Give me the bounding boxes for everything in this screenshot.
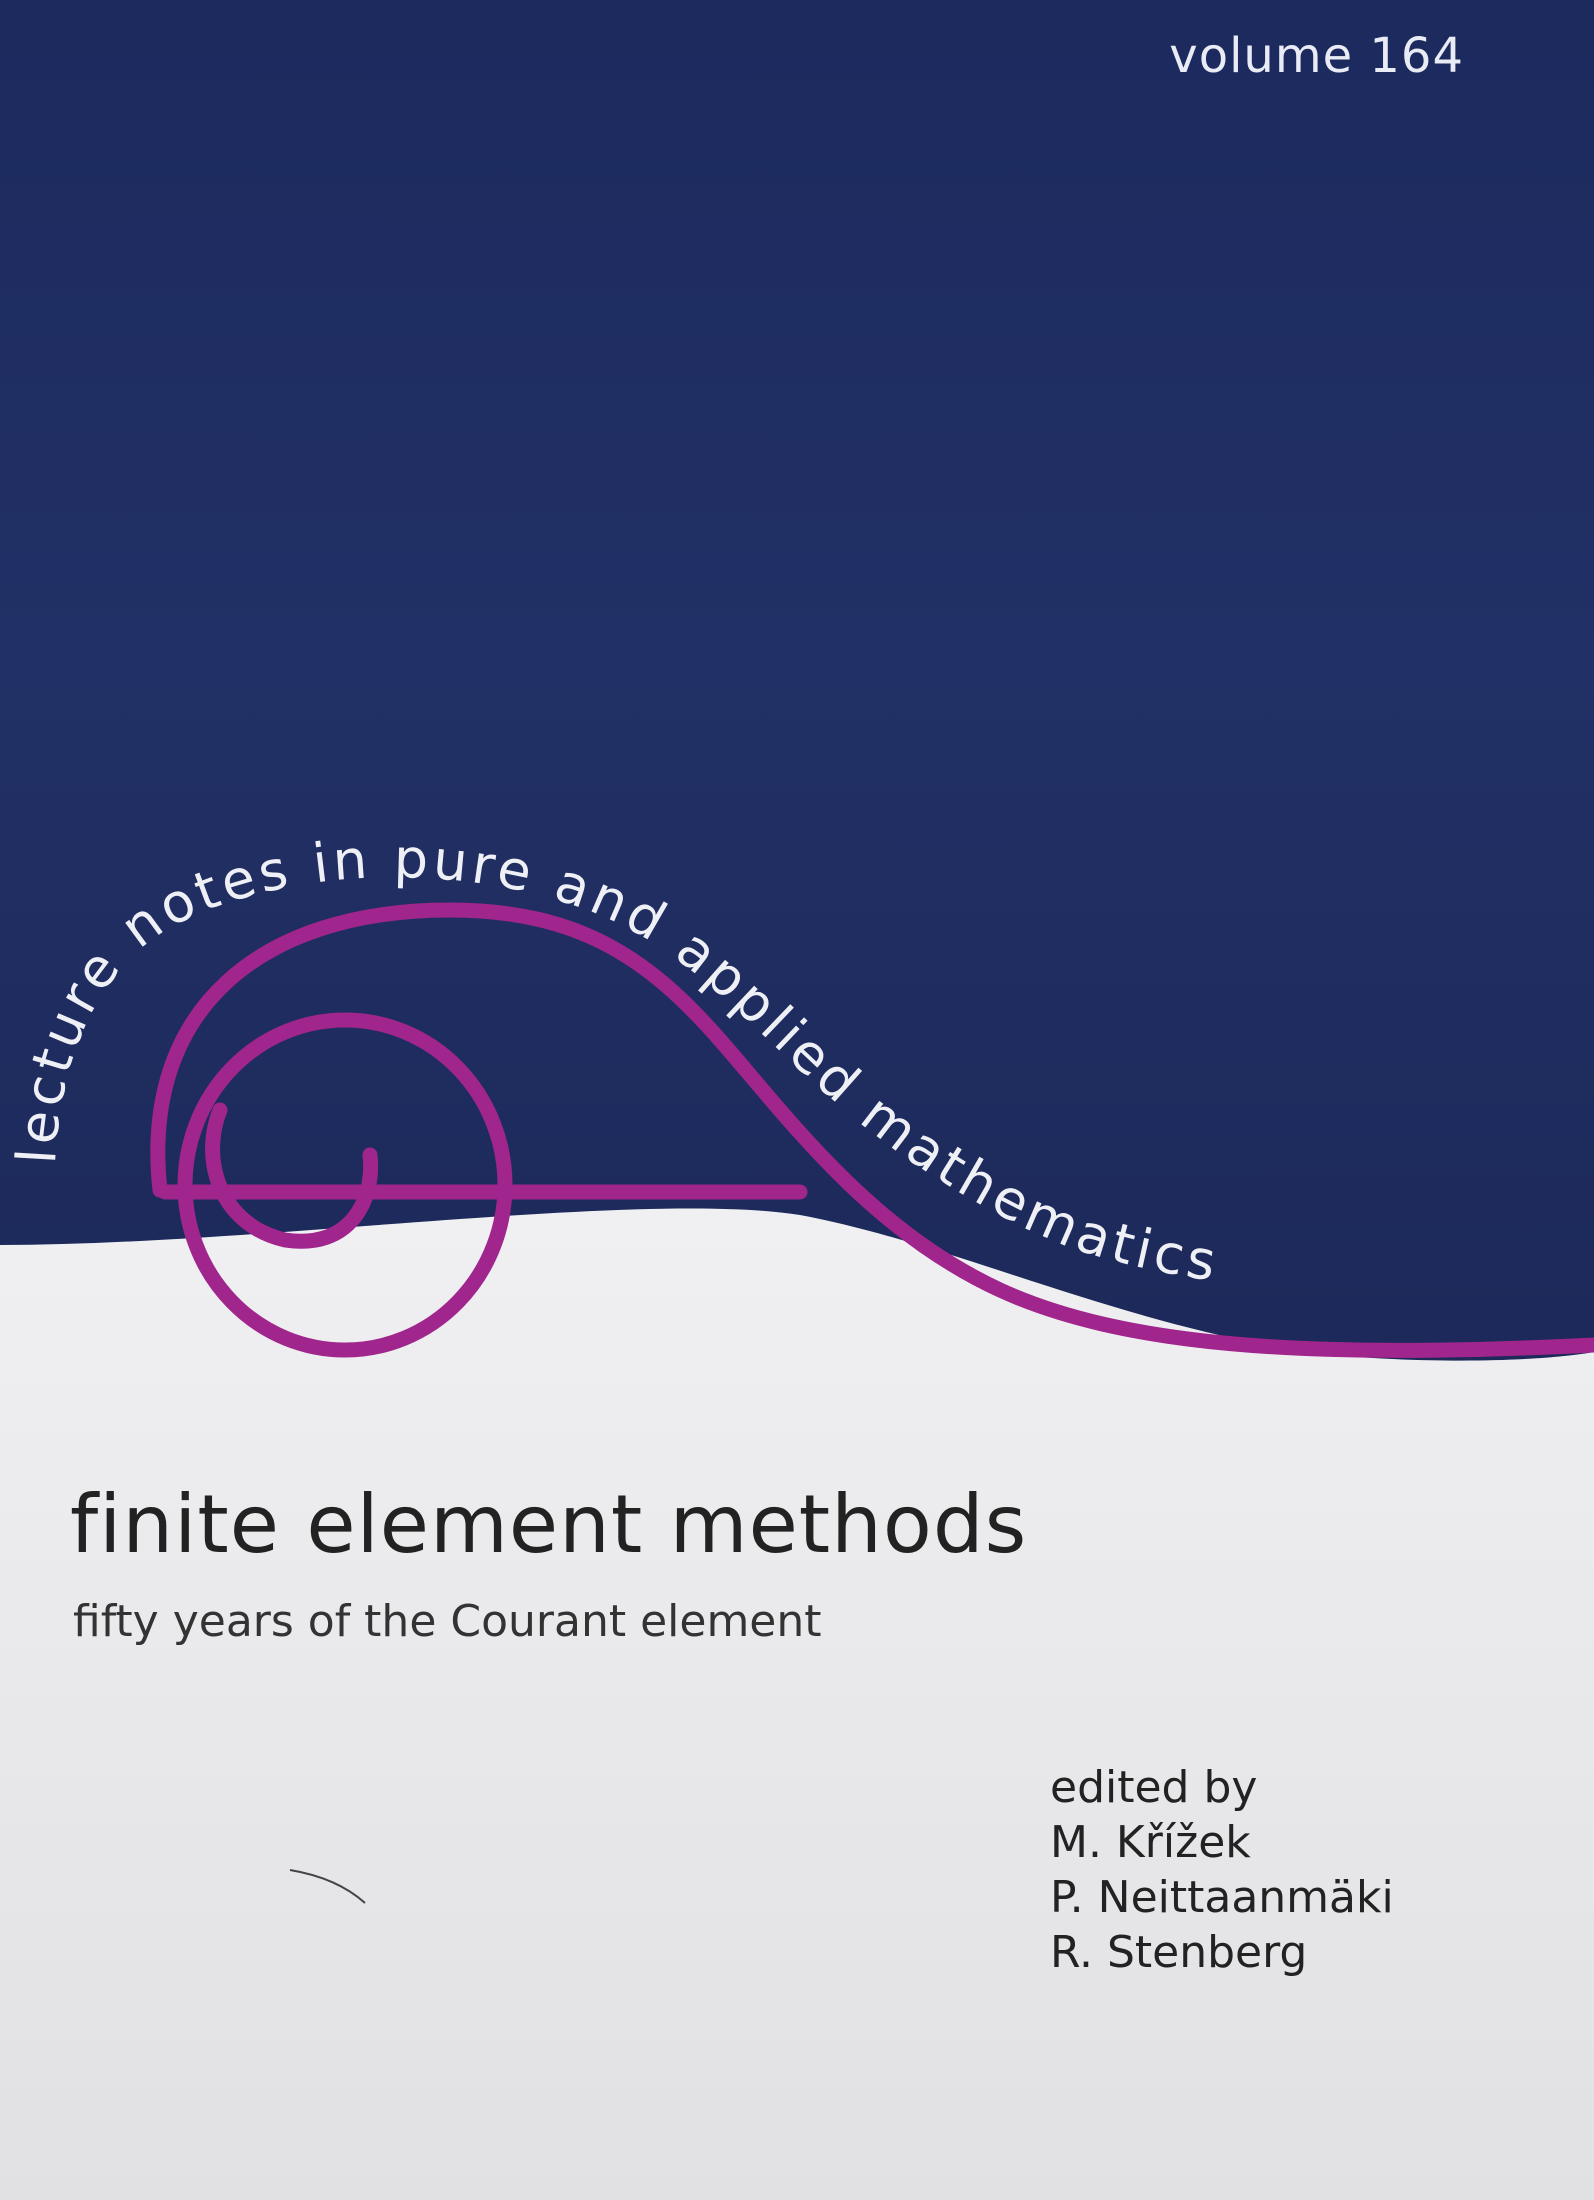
editor-name: R. Stenberg xyxy=(1050,1927,1308,1978)
scuff-mark xyxy=(289,1869,366,1904)
spiral-logo xyxy=(157,1012,808,1358)
edited-by-label: edited by xyxy=(1050,1762,1258,1813)
editors-block: edited by M. Křížek P. Neittaanmäki R. S… xyxy=(1050,1760,1394,1980)
book-subtitle: fifty years of the Courant element xyxy=(73,1596,822,1647)
book-title: finite element methods xyxy=(70,1478,1028,1571)
editor-name: P. Neittaanmäki xyxy=(1050,1872,1394,1923)
magenta-swoosh xyxy=(150,902,1594,1358)
editor-name: M. Křížek xyxy=(1050,1817,1251,1868)
lower-panel xyxy=(0,1208,1594,2200)
volume-number: volume 164 xyxy=(1169,28,1464,84)
